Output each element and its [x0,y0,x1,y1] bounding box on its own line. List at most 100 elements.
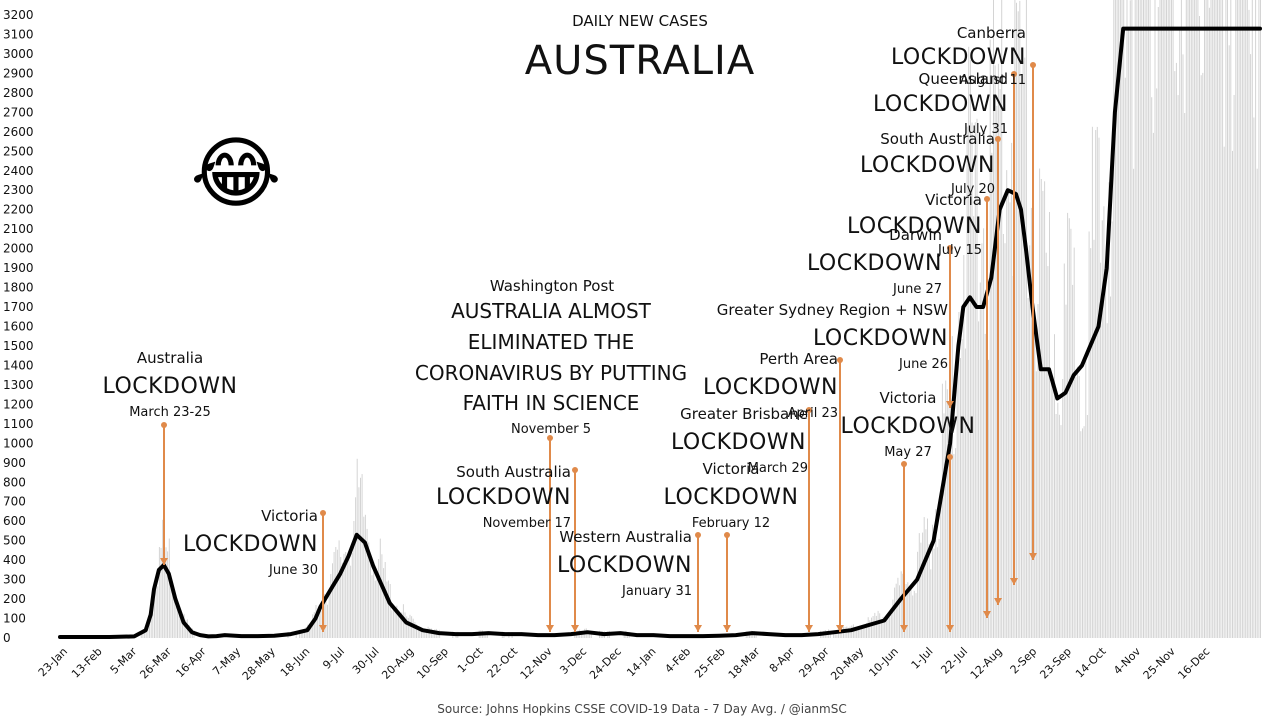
chart-title: AUSTRALIA [525,38,755,84]
daily-bar [1152,132,1154,638]
daily-bar [1116,0,1118,638]
annotation-label: LOCKDOWN [102,374,237,399]
daily-bar [1057,402,1059,638]
daily-bar [327,604,328,638]
daily-bar [1258,0,1260,639]
annotation-date: July 31 [963,122,1008,137]
daily-bar [894,587,896,638]
daily-bar [1047,266,1049,638]
daily-bar [976,118,978,639]
daily-bar [1147,0,1149,638]
daily-bar [1110,296,1111,638]
daily-bar [304,630,305,638]
daily-bar [936,547,938,638]
daily-bar [1190,0,1192,638]
x-tick-label: 14-Jan [624,645,658,679]
daily-bar [163,546,165,638]
daily-bar [861,625,863,638]
daily-bar [406,616,408,638]
daily-bar [1068,218,1070,638]
x-tick-label: 10-Jun [866,645,901,680]
daily-bar [1220,0,1222,638]
daily-bar [1100,262,1102,638]
y-tick-label: 1100 [3,417,34,431]
daily-bar [1172,0,1174,638]
daily-bar [1207,0,1209,638]
daily-bar [1042,190,1044,638]
x-tick-label: 7-May [210,645,243,678]
daily-bar [1101,220,1103,638]
daily-bar [1002,234,1004,638]
daily-bar [361,474,363,638]
daily-bar [869,620,871,638]
daily-bar [424,630,426,638]
daily-bar [1030,207,1032,638]
annotation-arrow-head [1029,553,1037,560]
daily-bar [1045,252,1047,638]
daily-bar [960,358,961,638]
daily-bar [882,616,884,638]
x-tick-label: 23-Sep [1037,645,1074,682]
daily-bar [875,615,877,638]
daily-bar [1039,168,1041,638]
daily-bar [1143,0,1144,638]
annotation-arrow-head [319,625,327,632]
daily-bar [373,562,375,638]
daily-bar [1213,0,1215,639]
daily-bar [974,122,976,639]
daily-bar [386,581,388,638]
daily-bar [587,631,589,638]
daily-bar [838,630,839,638]
y-tick-label: 1400 [3,358,34,372]
daily-bar [1146,0,1148,639]
daily-bar [302,630,304,638]
source-note: Source: Johns Hopkins CSSE COVID-19 Data… [437,702,846,716]
daily-bar [1093,239,1095,639]
daily-bar [871,617,872,638]
daily-bar [369,558,371,638]
daily-bar [1114,0,1116,639]
daily-bar [1126,0,1128,638]
daily-bar [880,623,882,638]
daily-bar [1156,88,1158,638]
y-tick-label: 1600 [3,320,34,334]
x-tick-label: 16-Dec [1175,645,1212,682]
daily-bar [341,562,343,638]
daily-bar [905,584,907,638]
daily-bar [1182,54,1184,638]
daily-bar [312,614,314,638]
daily-bar [1024,57,1026,639]
daily-bar [317,609,319,638]
daily-bar [182,620,183,638]
daily-bar [964,348,966,638]
annotation-arrow-head [805,625,813,632]
daily-bar [1175,62,1177,638]
daily-bar [1204,0,1205,638]
daily-bar [1233,95,1235,638]
daily-bar [935,509,937,638]
daily-bar [866,623,867,638]
annotation-arrow-dot [984,196,990,202]
daily-bar [833,631,835,638]
daily-bar [864,626,866,638]
x-tick-label: 1-Oct [455,644,486,675]
daily-bar [1063,263,1065,638]
daily-bar [310,621,312,638]
daily-bar [1086,415,1088,638]
daily-bar [1194,0,1196,638]
annotation-place: Canberra [957,24,1026,42]
daily-bar [1167,0,1169,638]
daily-bar [378,559,380,638]
y-tick-label: 2700 [3,105,34,119]
daily-bar [1151,97,1153,638]
daily-bar [419,627,421,638]
daily-bar [885,617,887,638]
daily-bar [1060,425,1062,638]
emoji-laughing-icon: 😂 [190,129,281,219]
daily-bar [1230,0,1232,639]
daily-bar [165,547,167,638]
daily-bar [1180,0,1182,638]
daily-bar [1260,0,1261,638]
y-tick-label: 1300 [3,378,34,392]
